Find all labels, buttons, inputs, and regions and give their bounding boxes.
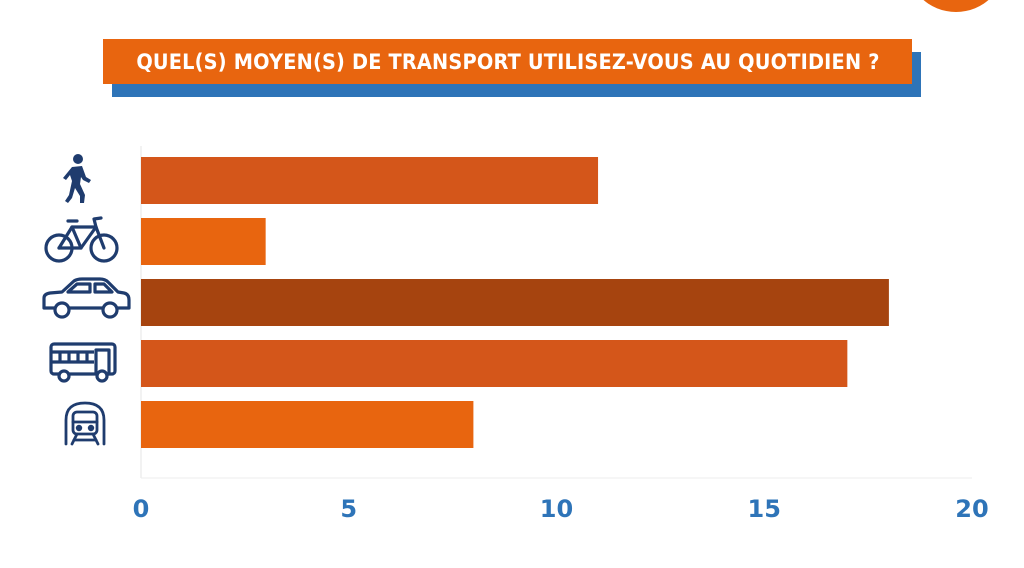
train-icon bbox=[64, 401, 106, 446]
title-banner: QUEL(S) MOYEN(S) DE TRANSPORT UTILISEZ-V… bbox=[103, 39, 912, 84]
bar-walking bbox=[141, 157, 599, 204]
x-tick-label: 5 bbox=[340, 495, 357, 523]
bar-bicycle bbox=[141, 218, 266, 265]
x-tick-label: 15 bbox=[748, 495, 781, 523]
bar-bus bbox=[141, 340, 848, 387]
x-tick-label: 10 bbox=[540, 495, 573, 523]
car-icon bbox=[42, 277, 131, 319]
bicycle-icon bbox=[44, 216, 119, 263]
chart-title: QUEL(S) MOYEN(S) DE TRANSPORT UTILISEZ-V… bbox=[135, 49, 880, 74]
x-tick-labels: 0 5 10 15 20 bbox=[133, 495, 989, 523]
bus-icon bbox=[49, 342, 117, 383]
x-tick-label: 20 bbox=[955, 495, 988, 523]
bar-car bbox=[141, 279, 889, 326]
x-tick-label: 0 bbox=[133, 495, 150, 523]
bars-group bbox=[141, 157, 889, 448]
bar-train bbox=[141, 401, 474, 448]
walking-icon bbox=[63, 154, 91, 203]
